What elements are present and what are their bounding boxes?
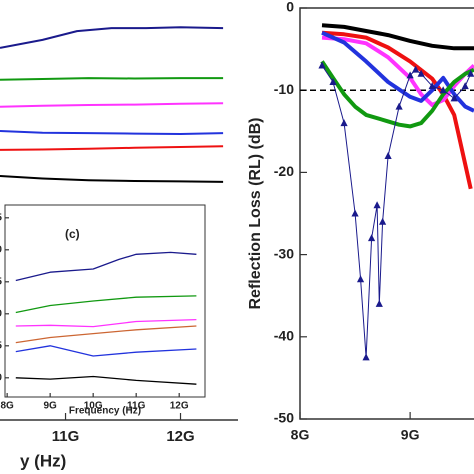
y-tick-label: 0 xyxy=(286,0,294,15)
series-line xyxy=(0,26,224,49)
marker xyxy=(450,94,458,102)
y-tick-label: 40 xyxy=(0,244,2,255)
series-line xyxy=(321,30,473,190)
x-tick-label: 9G xyxy=(43,401,57,412)
marker xyxy=(439,86,447,94)
chart-0: 11G 12G y (Hz) xyxy=(0,26,238,470)
series-line xyxy=(15,345,197,357)
chart-2: 8G 9G 0 -10 -20 -30 -40 -50 Reflection Loss (RL)… xyxy=(247,0,474,443)
x-axis-label: y (Hz) xyxy=(20,451,66,470)
marker xyxy=(351,209,359,217)
marker xyxy=(329,77,337,85)
series-line xyxy=(321,65,472,358)
series-line xyxy=(0,175,224,183)
series-line xyxy=(15,375,197,385)
marker xyxy=(461,82,469,90)
x-tick-label: 8G xyxy=(0,401,14,412)
marker xyxy=(340,119,348,127)
x-tick-label: 12G xyxy=(166,428,194,445)
x-tick-label: 11G xyxy=(127,401,146,412)
series-line xyxy=(0,77,224,81)
inset-background xyxy=(4,204,206,398)
chart-1: 8G 9G 10G 11G 12G 20 25 30 35 40 45 (c) Frequency (H… xyxy=(0,204,206,417)
marker xyxy=(395,102,403,110)
marker xyxy=(412,65,420,73)
marker xyxy=(373,201,381,209)
marker xyxy=(362,353,370,361)
y-tick-label: -40 xyxy=(274,328,294,344)
y-axis-label: Reflection Loss (RL) (dB) xyxy=(247,118,264,310)
series-line xyxy=(15,251,197,282)
marker xyxy=(356,275,365,283)
x-tick-label: 9G xyxy=(401,427,420,443)
x-tick-label: 8G xyxy=(291,427,310,443)
marker xyxy=(318,61,326,69)
marker xyxy=(378,217,387,225)
marker xyxy=(375,299,383,307)
y-tick-label: 20 xyxy=(0,372,2,383)
x-tick-label: 10G xyxy=(84,401,103,412)
marker xyxy=(384,151,392,159)
series-line xyxy=(15,325,197,344)
y-tick-label: 35 xyxy=(0,276,2,287)
series-line xyxy=(15,295,197,314)
series-line xyxy=(320,60,474,129)
y-tick-label: 45 xyxy=(0,212,2,223)
y-tick-label: -20 xyxy=(274,163,294,179)
series-line xyxy=(321,35,474,107)
panel-label: (c) xyxy=(65,227,80,241)
x-tick-label: 12G xyxy=(170,401,189,412)
x-tick-label: 11G xyxy=(52,428,80,445)
series-line xyxy=(15,318,197,328)
marker xyxy=(428,82,436,90)
series-line xyxy=(0,145,224,151)
series-line xyxy=(0,130,224,135)
y-tick-label: -50 xyxy=(274,410,294,426)
plot-frame xyxy=(299,7,474,420)
y-tick-label: 25 xyxy=(0,340,2,351)
x-axis-label: Frequency (Hz) xyxy=(69,406,141,417)
series-line xyxy=(0,102,224,108)
marker xyxy=(417,69,425,77)
series-line xyxy=(321,30,474,113)
marker xyxy=(406,71,414,79)
marker xyxy=(467,69,474,77)
y-tick-label: 30 xyxy=(0,308,2,319)
y-tick-label: -10 xyxy=(274,81,294,97)
marker xyxy=(367,234,376,242)
y-tick-label: -30 xyxy=(274,245,294,261)
series-line xyxy=(321,23,474,51)
